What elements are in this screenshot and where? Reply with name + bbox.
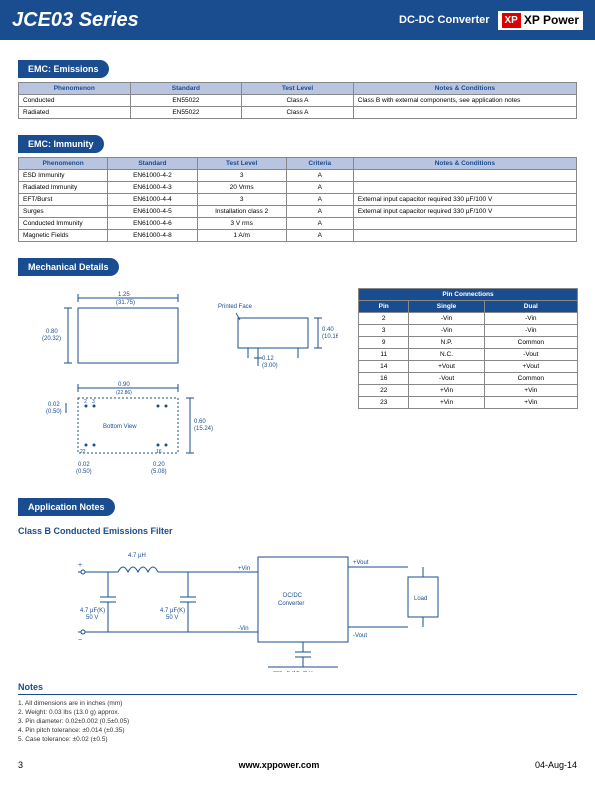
notes-divider (18, 694, 577, 695)
svg-text:-Vout: -Vout (353, 633, 367, 639)
mechanical-section: 1.25 (31.75) 0.80 (20.32) Printed Face 0… (18, 288, 577, 490)
svg-text:(10.16): (10.16) (322, 334, 338, 340)
svg-text:22: 22 (80, 449, 86, 455)
svg-text:DC/DC: DC/DC (283, 593, 303, 599)
svg-text:0.12: 0.12 (262, 356, 274, 362)
page-number: 3 (18, 760, 23, 770)
svg-text:−: − (78, 637, 82, 644)
svg-text:16: 16 (156, 449, 162, 455)
header-bar: JCE03 Series DC-DC Converter XP XP Power (0, 0, 595, 40)
mech-svg: 1.25 (31.75) 0.80 (20.32) Printed Face 0… (18, 288, 338, 488)
svg-text:Bottom View: Bottom View (103, 424, 137, 430)
section-emissions: EMC: Emissions (18, 60, 109, 78)
svg-text:Converter: Converter (278, 601, 304, 607)
svg-text:0.20: 0.20 (153, 462, 165, 468)
immunity-table: PhenomenonStandardTest LevelCriteriaNote… (18, 157, 577, 242)
svg-text:Printed Face: Printed Face (218, 304, 253, 310)
svg-text:(22.86): (22.86) (116, 390, 132, 396)
section-mechanical: Mechanical Details (18, 258, 119, 276)
pin-table: Pin ConnectionsPinSingleDual2-Vin-Vin3-V… (358, 288, 578, 409)
header-subtitle: DC-DC Converter (399, 14, 489, 26)
svg-text:50 V: 50 V (166, 615, 178, 621)
svg-text:(31.75): (31.75) (116, 300, 135, 306)
svg-text:4.7 µF(K): 4.7 µF(K) (80, 608, 105, 614)
svg-text:(3.00): (3.00) (262, 363, 278, 369)
logo: XP XP Power (498, 11, 583, 30)
footer-date: 04-Aug-14 (535, 760, 577, 770)
svg-text:-Vin: -Vin (238, 626, 249, 632)
svg-text:3: 3 (92, 399, 95, 405)
svg-text:0.40: 0.40 (322, 327, 334, 333)
svg-text:0.80: 0.80 (46, 329, 58, 335)
svg-text:(0.50): (0.50) (46, 409, 62, 415)
svg-text:0.60: 0.60 (194, 419, 206, 425)
emissions-table: PhenomenonStandardTest LevelNotes & Cond… (18, 82, 577, 119)
notes-title: Notes (18, 682, 577, 692)
svg-text:1.25: 1.25 (118, 292, 130, 298)
logo-text: XP Power (524, 13, 579, 27)
svg-text:50 V: 50 V (86, 615, 98, 621)
section-immunity: EMC: Immunity (18, 135, 104, 153)
svg-text:+Vin: +Vin (238, 566, 250, 572)
svg-text:Load: Load (414, 596, 427, 602)
series-title: JCE03 Series (12, 9, 139, 32)
svg-text:0.90: 0.90 (118, 382, 130, 388)
app-circuit: + − 4.7 µH 4.7 µF(K) 50 V 4.7 µF(K) 50 V… (78, 542, 498, 672)
filter-title: Class B Conducted Emissions Filter (18, 526, 577, 536)
footer: 3 www.xppower.com 04-Aug-14 (0, 756, 595, 778)
svg-text:(5.08): (5.08) (151, 469, 167, 475)
notes-list: 1. All dimensions are in inches (mm)2. W… (18, 699, 577, 744)
svg-text:4.7 µF(K): 4.7 µF(K) (160, 608, 185, 614)
header-right: DC-DC Converter XP XP Power (399, 11, 583, 30)
svg-text:4.7 µH: 4.7 µH (128, 553, 146, 559)
mech-diagrams: 1.25 (31.75) 0.80 (20.32) Printed Face 0… (18, 288, 338, 490)
svg-text:0.02: 0.02 (48, 402, 60, 408)
content: EMC: Emissions PhenomenonStandardTest Le… (0, 40, 595, 756)
svg-text:300 pF (M), 2kV: 300 pF (M), 2kV (273, 671, 313, 672)
svg-text:(20.32): (20.32) (42, 336, 61, 342)
footer-url: www.xppower.com (239, 760, 320, 770)
svg-text:(0.50): (0.50) (76, 469, 92, 475)
logo-xp-icon: XP (502, 13, 521, 28)
svg-text:+: + (78, 562, 82, 569)
svg-text:0.02: 0.02 (78, 462, 90, 468)
pin-table-wrap: Pin ConnectionsPinSingleDual2-Vin-Vin3-V… (358, 288, 578, 417)
svg-text:2: 2 (84, 399, 87, 405)
section-application: Application Notes (18, 498, 115, 516)
svg-text:(15.24): (15.24) (194, 426, 213, 432)
svg-text:+Vout: +Vout (353, 560, 369, 566)
